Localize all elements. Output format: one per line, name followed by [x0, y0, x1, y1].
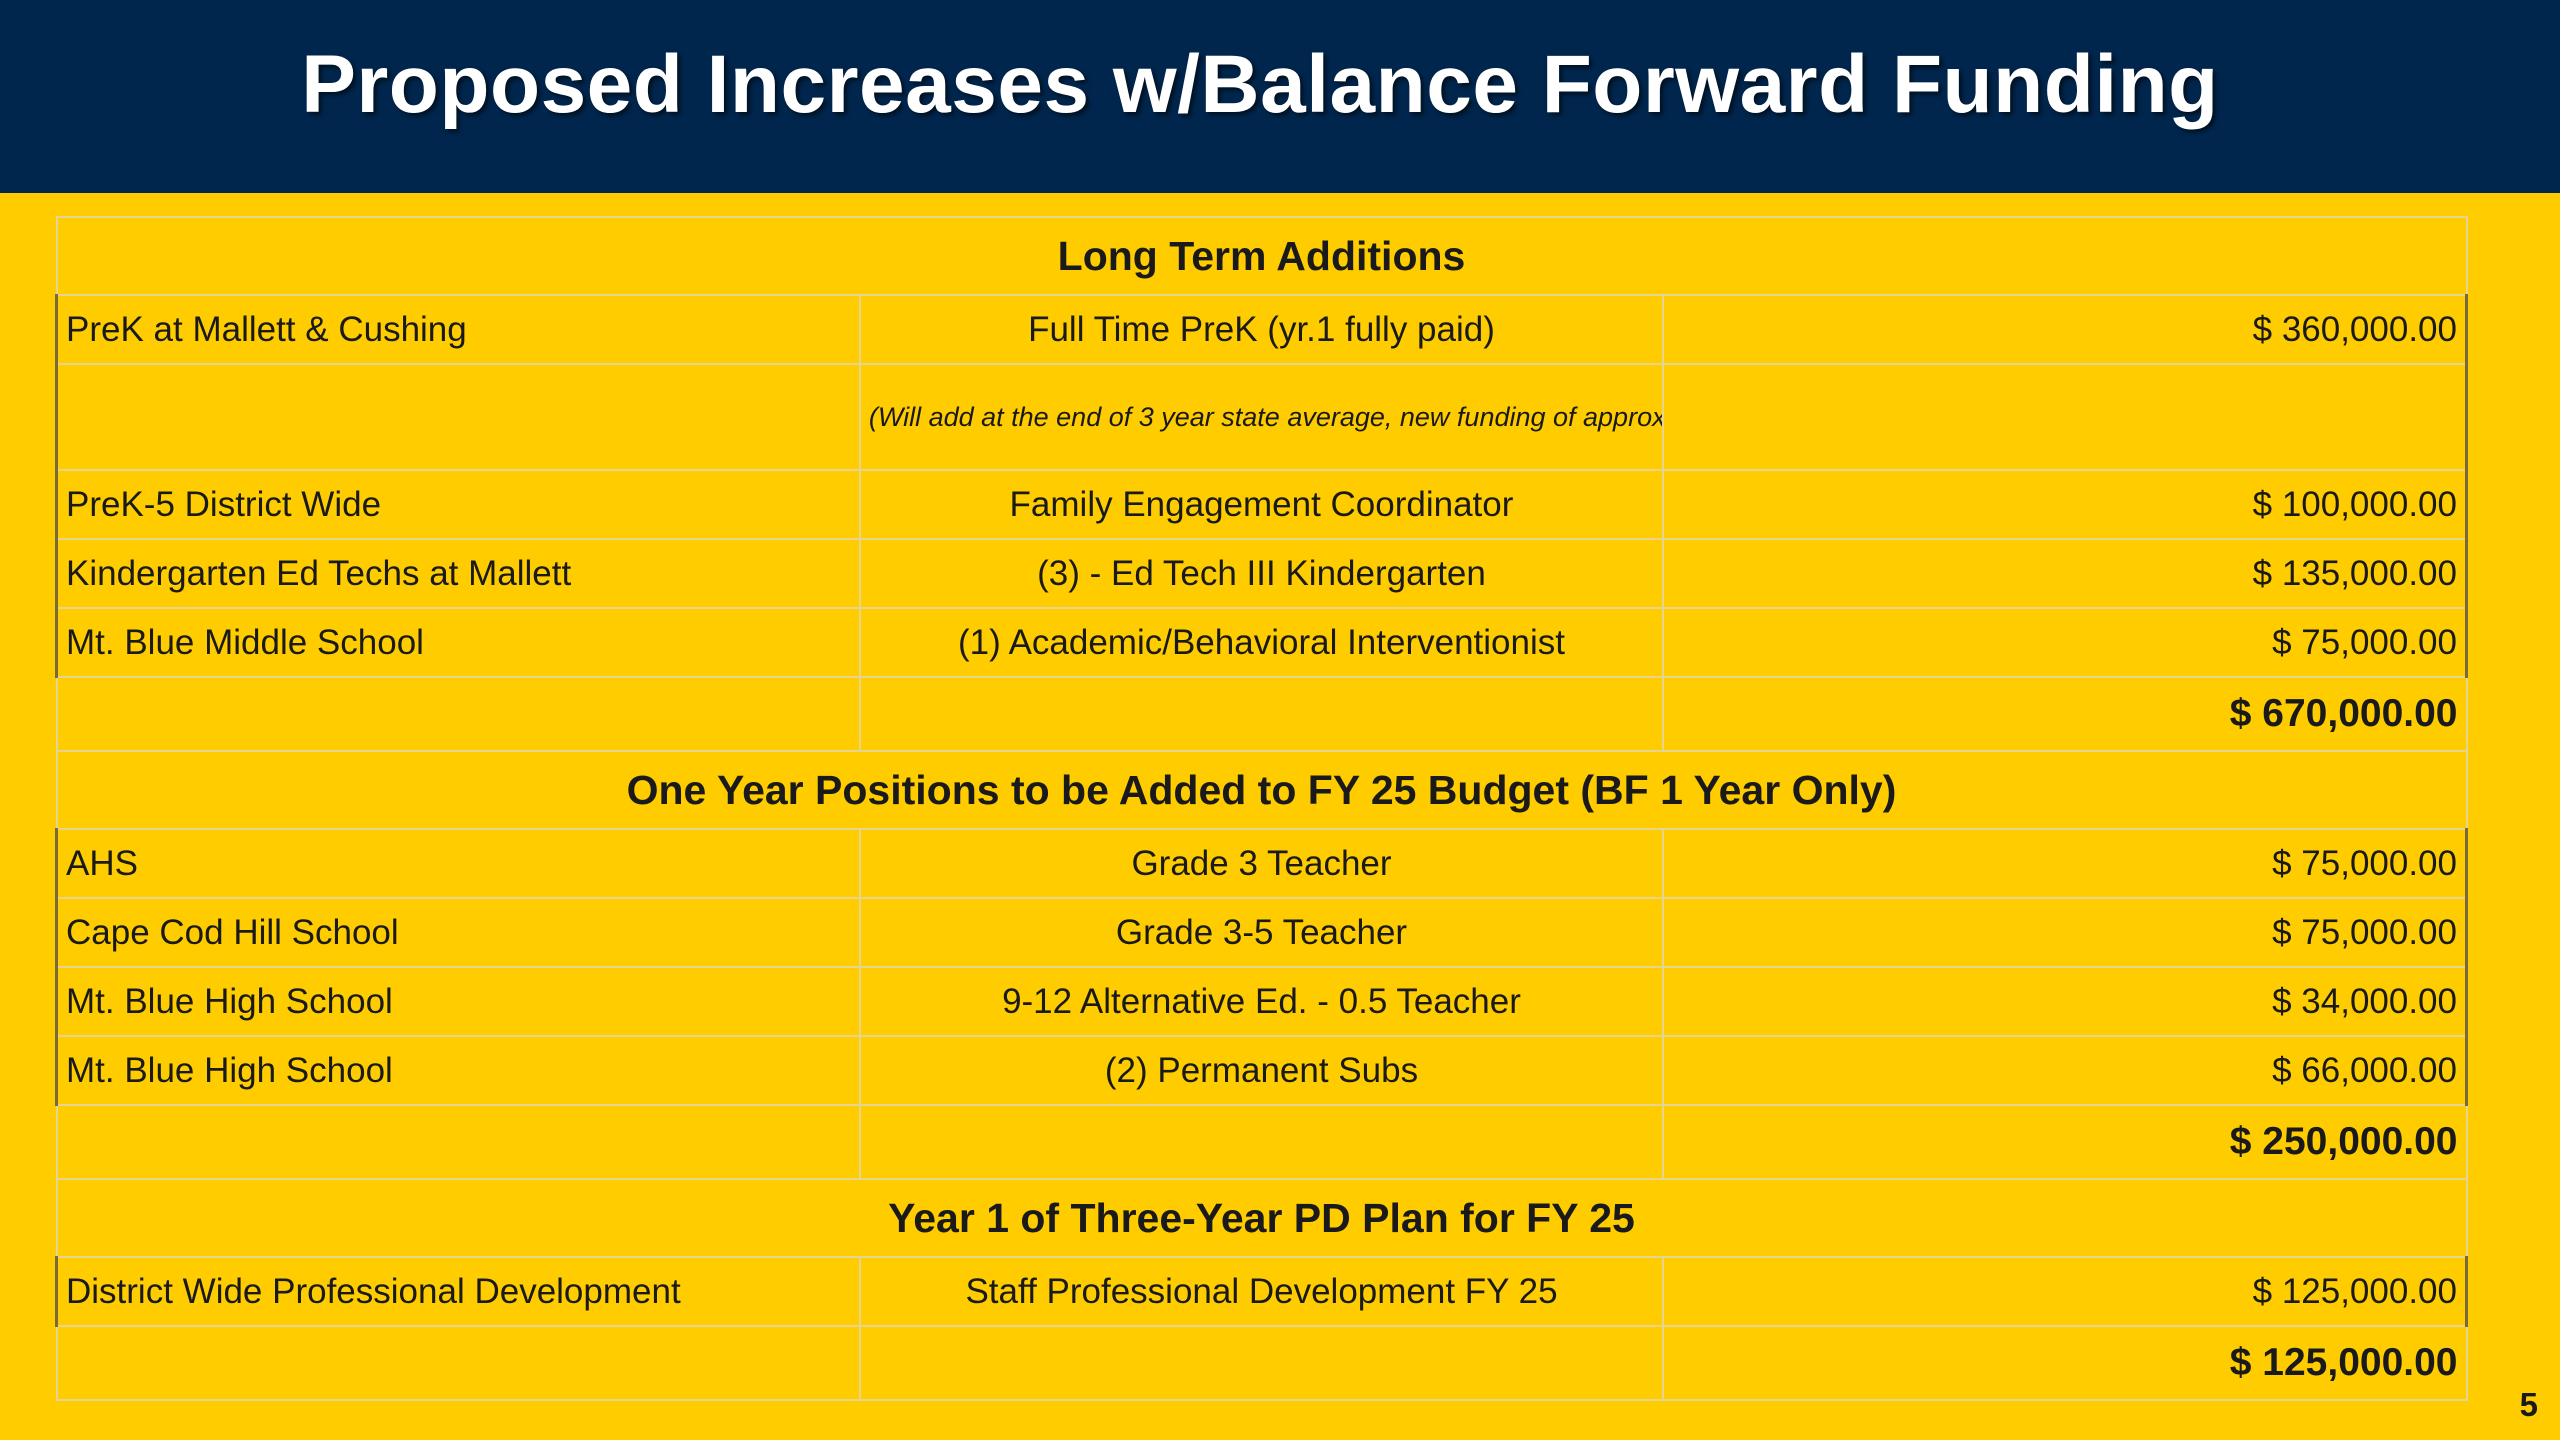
- section-title: Year 1 of Three-Year PD Plan for FY 25: [55, 1178, 2468, 1258]
- amount-cell: $ 75,000.00: [1662, 607, 2469, 678]
- subtotal-amount: $ 125,000.00: [1662, 1325, 2468, 1401]
- location-cell: [54, 363, 861, 471]
- location-cell: Kindergarten Ed Techs at Mallett: [54, 538, 861, 609]
- position-cell: Grade 3-5 Teacher: [858, 897, 1665, 968]
- subtotal-amount: $ 250,000.00: [1662, 1104, 2468, 1180]
- location-cell: PreK-5 District Wide: [54, 469, 861, 540]
- note-row: (Will add at the end of 3 year state ave…: [54, 363, 2469, 471]
- subtotal-row: $ 670,000.00: [55, 676, 2468, 752]
- table-row: PreK-5 District Wide Family Engagement C…: [54, 469, 2469, 540]
- position-cell: Full Time PreK (yr.1 fully paid): [858, 294, 1665, 365]
- position-cell: Staff Professional Development FY 25: [858, 1256, 1665, 1327]
- location-cell: Mt. Blue Middle School: [54, 607, 861, 678]
- location-cell: Mt. Blue High School: [54, 966, 861, 1037]
- section-header-long-term: Long Term Additions: [55, 216, 2468, 296]
- location-cell: Mt. Blue High School: [54, 1035, 861, 1106]
- amount-cell: $ 100,000.00: [1662, 469, 2469, 540]
- table-row: District Wide Professional Development S…: [54, 1256, 2469, 1327]
- table-row: Mt. Blue High School 9-12 Alternative Ed…: [54, 966, 2469, 1037]
- amount-cell: $ 34,000.00: [1662, 966, 2469, 1037]
- section-title: One Year Positions to be Added to FY 25 …: [55, 750, 2468, 830]
- position-cell: Grade 3 Teacher: [858, 828, 1665, 899]
- amount-cell: [1662, 363, 2469, 471]
- table-row: AHS Grade 3 Teacher $ 75,000.00: [54, 828, 2469, 899]
- section-header-one-year: One Year Positions to be Added to FY 25 …: [55, 750, 2468, 830]
- section-title: Long Term Additions: [55, 216, 2468, 296]
- page-number: 5: [2519, 1386, 2538, 1423]
- budget-table: Long Term Additions PreK at Mallett & Cu…: [54, 216, 2469, 1401]
- empty-cell: [858, 1325, 1665, 1401]
- position-cell: (2) Permanent Subs: [858, 1035, 1665, 1106]
- amount-cell: $ 75,000.00: [1662, 897, 2469, 968]
- subtotal-row: $ 250,000.00: [55, 1104, 2468, 1180]
- empty-cell: [858, 1104, 1665, 1180]
- location-cell: PreK at Mallett & Cushing: [54, 294, 861, 365]
- table-row: Cape Cod Hill School Grade 3-5 Teacher $…: [54, 897, 2469, 968]
- location-cell: District Wide Professional Development: [54, 1256, 861, 1327]
- subtotal-amount: $ 670,000.00: [1662, 676, 2468, 752]
- subtotal-row: $ 125,000.00: [55, 1325, 2468, 1401]
- table-row: Kindergarten Ed Techs at Mallett (3) - E…: [54, 538, 2469, 609]
- empty-cell: [55, 1325, 861, 1401]
- empty-cell: [55, 1104, 861, 1180]
- position-cell: Family Engagement Coordinator: [858, 469, 1665, 540]
- amount-cell: $ 66,000.00: [1662, 1035, 2469, 1106]
- table-row: Mt. Blue Middle School (1) Academic/Beha…: [54, 607, 2469, 678]
- amount-cell: $ 125,000.00: [1662, 1256, 2469, 1327]
- amount-cell: $ 135,000.00: [1662, 538, 2469, 609]
- amount-cell: $ 75,000.00: [1662, 828, 2469, 899]
- slide-title: Proposed Increases w/Balance Forward Fun…: [301, 39, 2219, 130]
- position-cell: (3) - Ed Tech III Kindergarten: [858, 538, 1665, 609]
- location-cell: AHS: [54, 828, 861, 899]
- position-cell: (1) Academic/Behavioral Interventionist: [858, 607, 1665, 678]
- title-bar: [0, 0, 2560, 193]
- amount-cell: $ 360,000.00: [1662, 294, 2469, 365]
- empty-cell: [858, 676, 1665, 752]
- empty-cell: [55, 676, 861, 752]
- position-cell: 9-12 Alternative Ed. - 0.5 Teacher: [858, 966, 1665, 1037]
- table-row: Mt. Blue High School (2) Permanent Subs …: [54, 1035, 2469, 1106]
- table-row: PreK at Mallett & Cushing Full Time PreK…: [54, 294, 2469, 365]
- section-header-pd-plan: Year 1 of Three-Year PD Plan for FY 25: [55, 1178, 2468, 1258]
- location-cell: Cape Cod Hill School: [54, 897, 861, 968]
- note-cell: (Will add at the end of 3 year state ave…: [858, 363, 1665, 471]
